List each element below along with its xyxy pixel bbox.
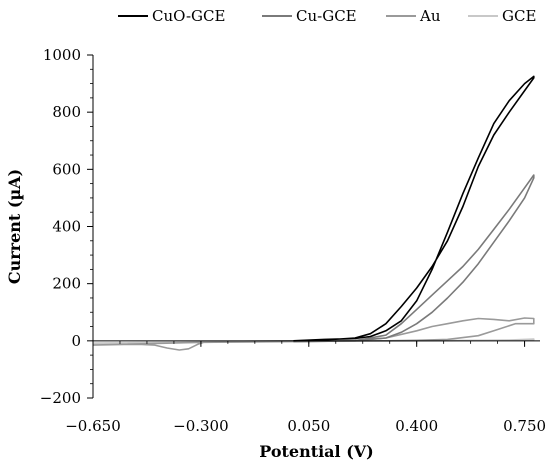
legend-label: Au — [419, 7, 441, 25]
x-axis-title: Potential (V) — [259, 442, 374, 461]
series-line-cu-gce — [293, 174, 535, 343]
x-tick-label: 0.750 — [503, 417, 546, 435]
y-tick-label: 800 — [52, 103, 81, 121]
y-tick-label: 200 — [52, 275, 81, 293]
x-tick-label: 0.400 — [395, 417, 438, 435]
y-axis-title: Current (µA) — [5, 169, 24, 284]
y-tick-label: −200 — [40, 389, 81, 407]
ticks: −200 0 200 400 600 800 1000 −0.650 −0.300 0.050 0.… — [40, 46, 546, 435]
legend-label: CuO-GCE — [152, 7, 225, 25]
x-tick-label: −0.300 — [173, 417, 229, 435]
series-line-au — [92, 317, 535, 351]
y-tick-label: 600 — [52, 160, 81, 178]
legend: CuO-GCE Cu-GCE Au GCE — [118, 7, 536, 25]
y-tick-label: 0 — [71, 332, 81, 350]
legend-label: Cu-GCE — [296, 7, 357, 25]
legend-label: GCE — [502, 7, 536, 25]
series-line-cuo-gce — [293, 75, 535, 342]
x-tick-label: −0.650 — [65, 417, 121, 435]
y-tick-label: 400 — [52, 218, 81, 236]
y-tick-label: 1000 — [43, 46, 81, 64]
x-tick-label: 0.050 — [287, 417, 330, 435]
plot-lines — [92, 75, 535, 351]
